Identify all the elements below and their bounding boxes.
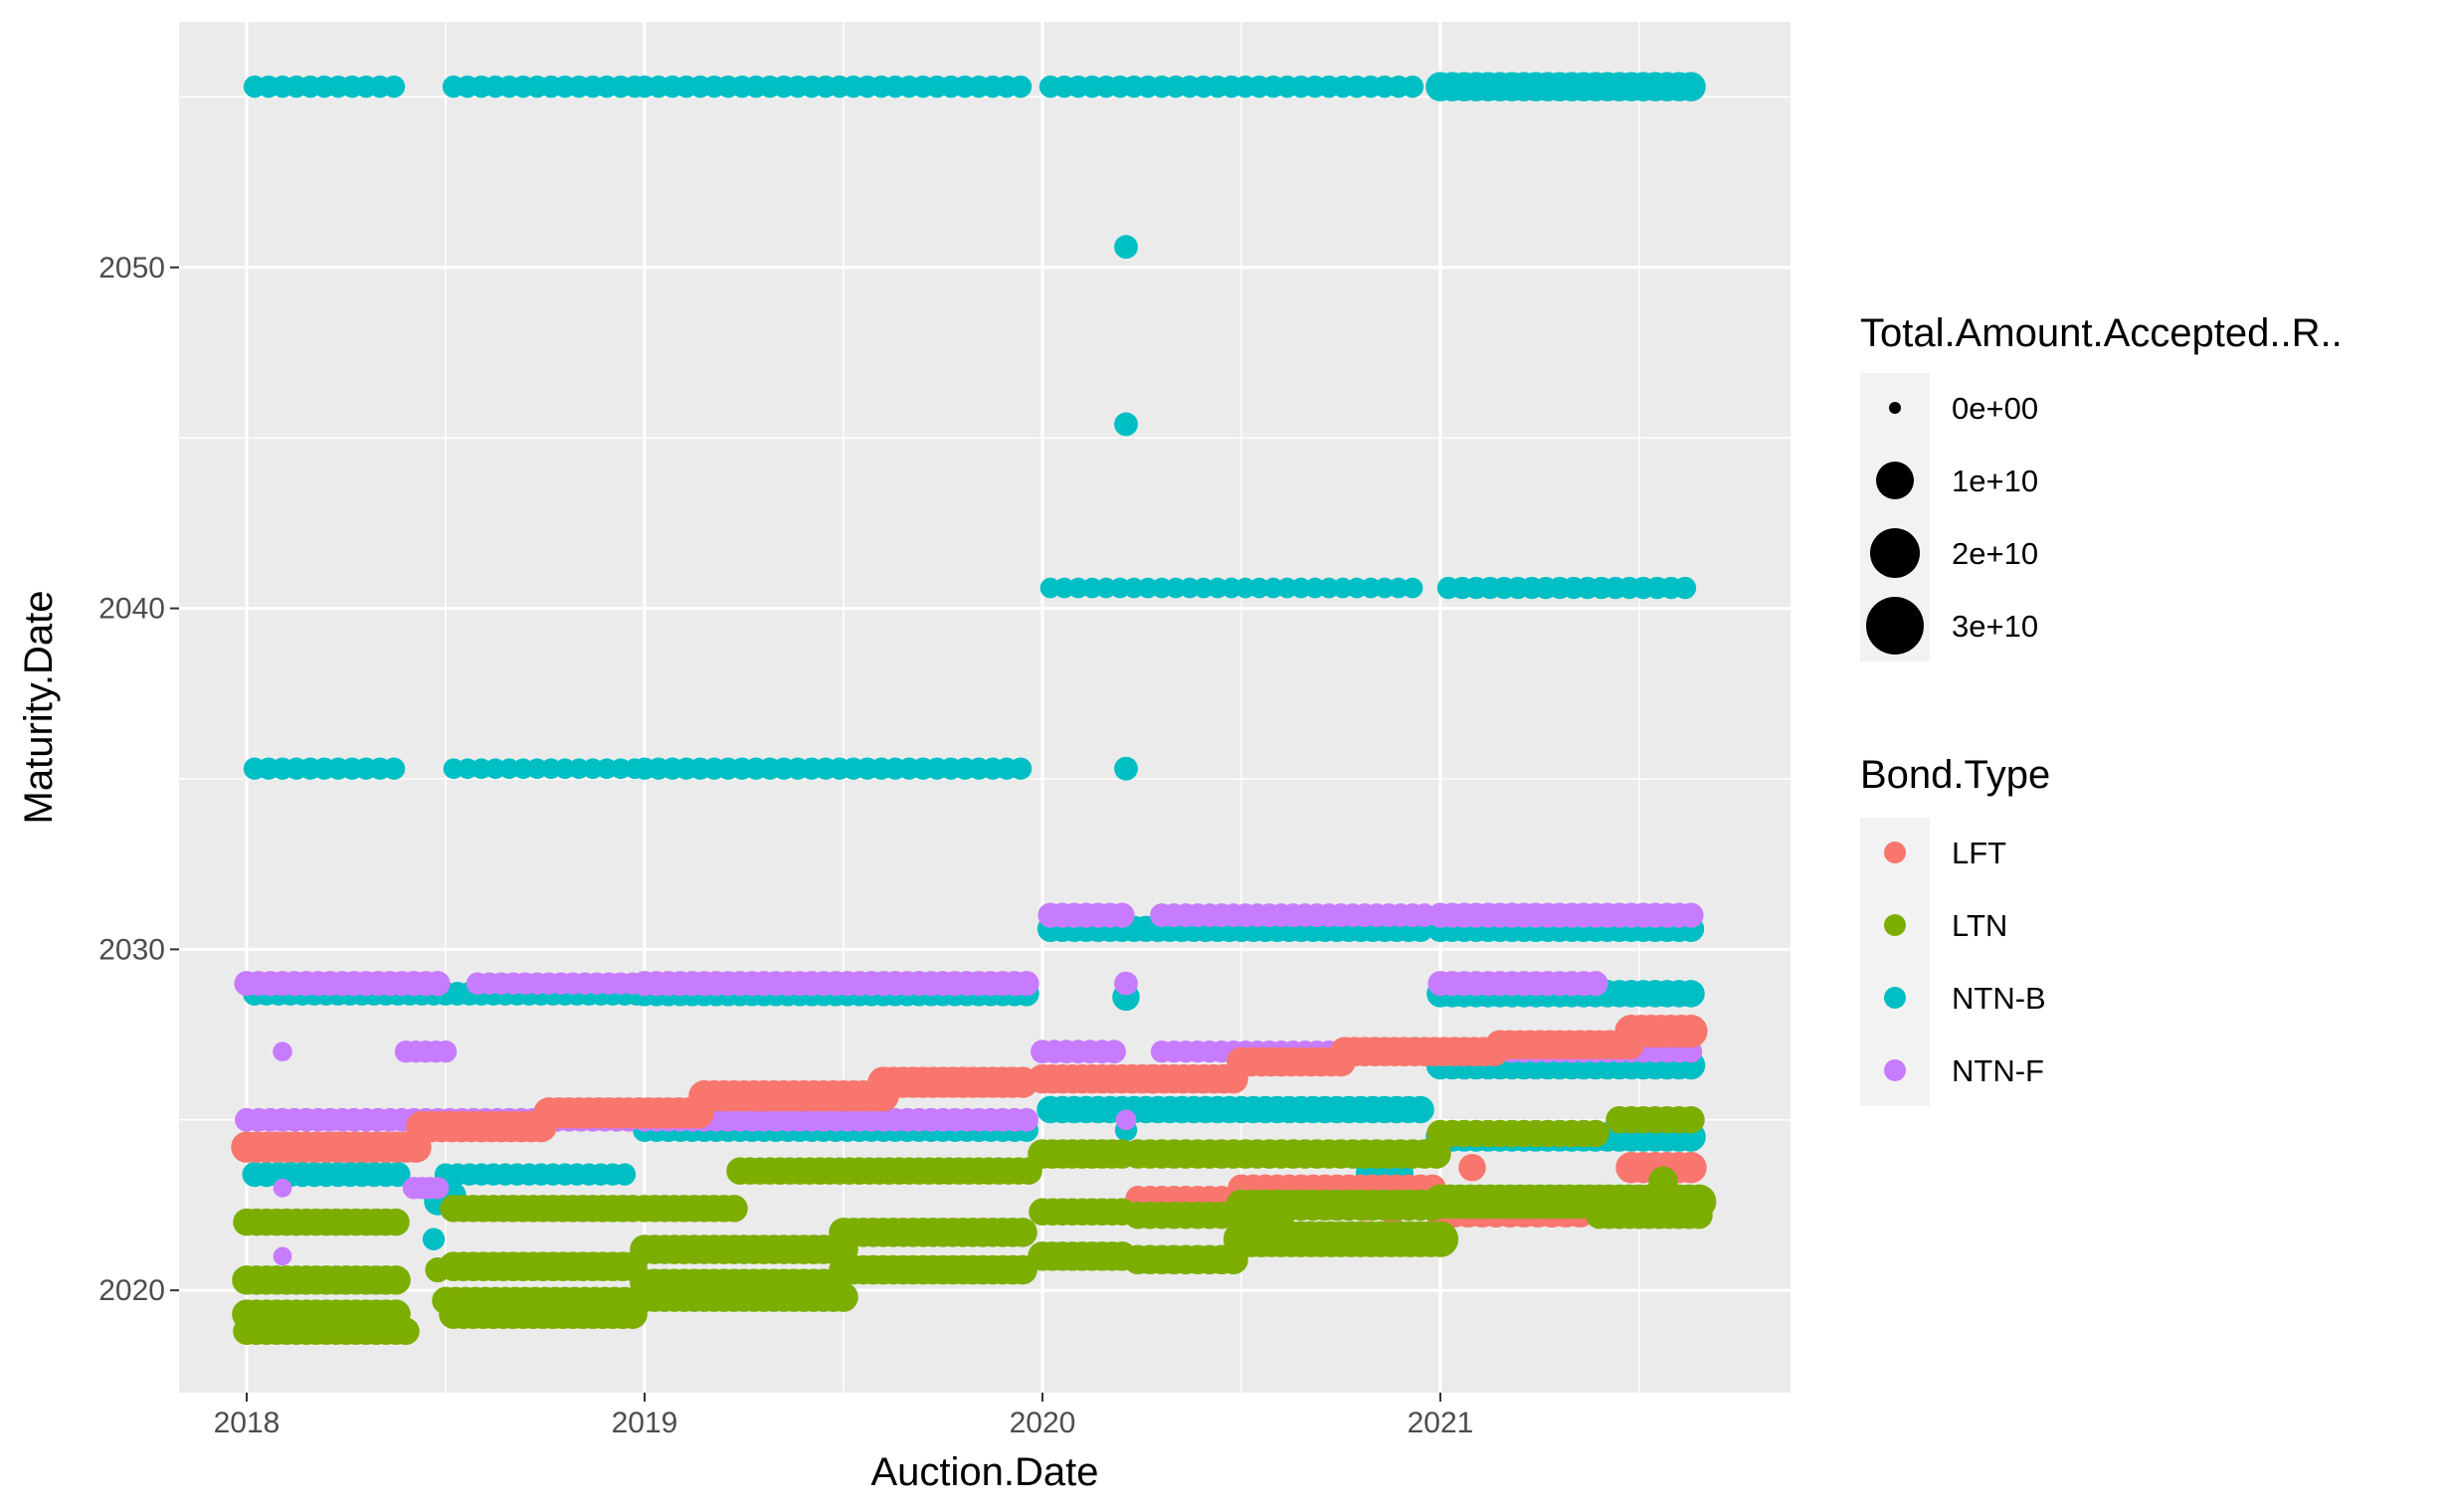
data-point-ntn-f: [425, 971, 451, 997]
size-legend-label-3: 3e+10: [1952, 609, 2038, 644]
data-point-ntn-b: [1114, 412, 1138, 437]
data-point-ntn-f: [1678, 902, 1704, 928]
data-point-ntn-f: [434, 1040, 458, 1063]
data-point-ntn-f: [273, 1041, 292, 1062]
data-point-ntn-b: [1009, 757, 1033, 780]
data-point-ltn: [1685, 1201, 1713, 1229]
data-point-ntn-b: [385, 1162, 411, 1188]
data-point-ltn: [829, 1282, 858, 1312]
color-legend-key-ntn-b: [1884, 987, 1906, 1009]
size-legend-key-1: [1876, 462, 1914, 499]
data-point-ltn: [1421, 1221, 1459, 1257]
data-point-ltn: [1582, 1119, 1609, 1148]
data-point-ntn-b: [1676, 72, 1706, 101]
data-point-ntn-f: [273, 1178, 292, 1198]
x-axis-title: Auction.Date: [870, 1450, 1098, 1494]
series-ltn: [232, 1106, 1717, 1346]
y-tick-label: 2030: [98, 933, 165, 966]
y-tick-label: 2040: [98, 593, 165, 626]
data-points: [231, 72, 1717, 1346]
x-axis: 2018 2019 2020 2021: [214, 1393, 1474, 1439]
x-tick-label: 2019: [612, 1407, 678, 1439]
size-legend-key-3: [1866, 597, 1924, 655]
data-point-ntn-f: [1114, 971, 1138, 996]
data-point-ntn-b: [1673, 576, 1697, 600]
size-legend-label-0: 0e+00: [1952, 391, 2038, 426]
data-point-ltn: [1008, 1218, 1038, 1247]
size-legend-key-2: [1870, 528, 1920, 578]
data-point-ntn-b: [1114, 756, 1138, 781]
x-tick-label: 2021: [1408, 1407, 1474, 1439]
data-point-ntn-f: [426, 1177, 450, 1200]
data-point-ntn-b: [422, 1228, 446, 1250]
data-point-ltn: [381, 1265, 411, 1295]
data-point-ntn-b: [382, 757, 406, 780]
data-point-ntn-f: [1014, 971, 1039, 997]
x-tick-label: 2018: [214, 1407, 281, 1439]
data-point-ntn-f: [1583, 971, 1608, 997]
color-legend-label-ntn-f: NTN-F: [1952, 1053, 2044, 1088]
y-tick-label: 2020: [98, 1274, 165, 1307]
color-legend-title: Bond.Type: [1860, 753, 2050, 797]
size-legend: Total.Amount.Accepted..R.. 0e+00 1e+10 2…: [1860, 311, 2343, 662]
color-legend-key-ltn: [1884, 914, 1906, 936]
data-point-ntn-f: [1102, 1040, 1126, 1064]
data-point-ntn-b: [1407, 1095, 1434, 1124]
data-point-ntn-b: [382, 75, 406, 98]
data-point-ltn: [392, 1317, 420, 1346]
data-point-ntn-b: [1402, 577, 1423, 599]
color-legend-label-lft: LFT: [1952, 836, 2006, 870]
data-point-ntn-b: [1401, 75, 1424, 98]
color-legend-label-ltn: LTN: [1952, 908, 2007, 943]
y-tick-label: 2050: [98, 252, 165, 284]
data-point-lft: [1675, 1152, 1707, 1184]
color-legend-key-ntn-f: [1884, 1059, 1906, 1081]
size-legend-label-1: 1e+10: [1952, 464, 2038, 498]
color-legend: Bond.Type LFT LTN NTN-B NTN-F: [1860, 753, 2050, 1106]
data-point-ntn-f: [1015, 1107, 1038, 1132]
y-axis-title: Maturity.Date: [17, 591, 61, 825]
data-point-ltn: [720, 1195, 748, 1223]
size-legend-key-0: [1889, 402, 1901, 414]
data-point-ntn-b: [1009, 75, 1033, 98]
data-point-ltn: [425, 1257, 451, 1283]
data-point-ltn: [1648, 1166, 1678, 1197]
data-point-ntn-f: [273, 1246, 292, 1266]
data-point-ntn-f: [1115, 1109, 1137, 1131]
data-point-ltn: [1677, 1106, 1705, 1134]
color-legend-label-ntn-b: NTN-B: [1952, 981, 2046, 1016]
color-legend-keys-bg: [1860, 818, 1930, 1106]
size-legend-label-2: 2e+10: [1952, 536, 2038, 571]
data-point-ntn-b: [1677, 980, 1705, 1008]
y-axis: 2020 2030 2040 2050: [98, 252, 179, 1307]
size-legend-title: Total.Amount.Accepted..R..: [1860, 311, 2343, 355]
data-point-lft: [1458, 1153, 1486, 1182]
x-tick-label: 2020: [1010, 1407, 1076, 1439]
data-point-ltn: [382, 1208, 410, 1236]
data-point-ntn-b: [1114, 235, 1138, 260]
data-point-ntn-f: [1109, 902, 1135, 928]
color-legend-key-lft: [1884, 842, 1906, 863]
data-point-lft: [1674, 1015, 1708, 1048]
data-point-ntn-b: [613, 1163, 637, 1186]
